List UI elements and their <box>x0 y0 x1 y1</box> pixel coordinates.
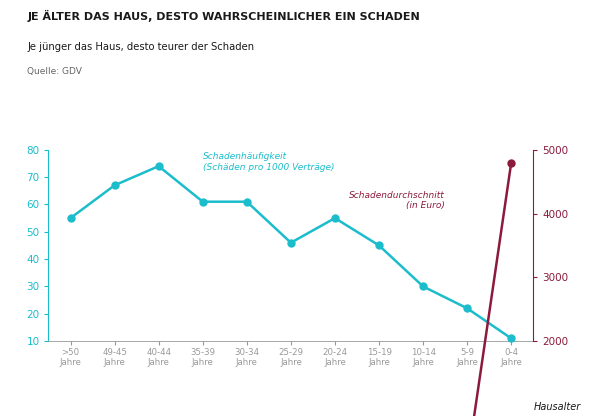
Text: Je jünger das Haus, desto teurer der Schaden: Je jünger das Haus, desto teurer der Sch… <box>27 42 255 52</box>
Text: Schadendurchschnitt
(in Euro): Schadendurchschnitt (in Euro) <box>350 191 445 210</box>
Text: Quelle: GDV: Quelle: GDV <box>27 67 82 76</box>
Text: JE ÄLTER DAS HAUS, DESTO WAHRSCHEINLICHER EIN SCHADEN: JE ÄLTER DAS HAUS, DESTO WAHRSCHEINLICHE… <box>27 10 420 22</box>
Text: Hausalter: Hausalter <box>533 402 581 412</box>
Text: Schadenhäufigkeit
(Schäden pro 1000 Verträge): Schadenhäufigkeit (Schäden pro 1000 Vert… <box>203 152 335 172</box>
